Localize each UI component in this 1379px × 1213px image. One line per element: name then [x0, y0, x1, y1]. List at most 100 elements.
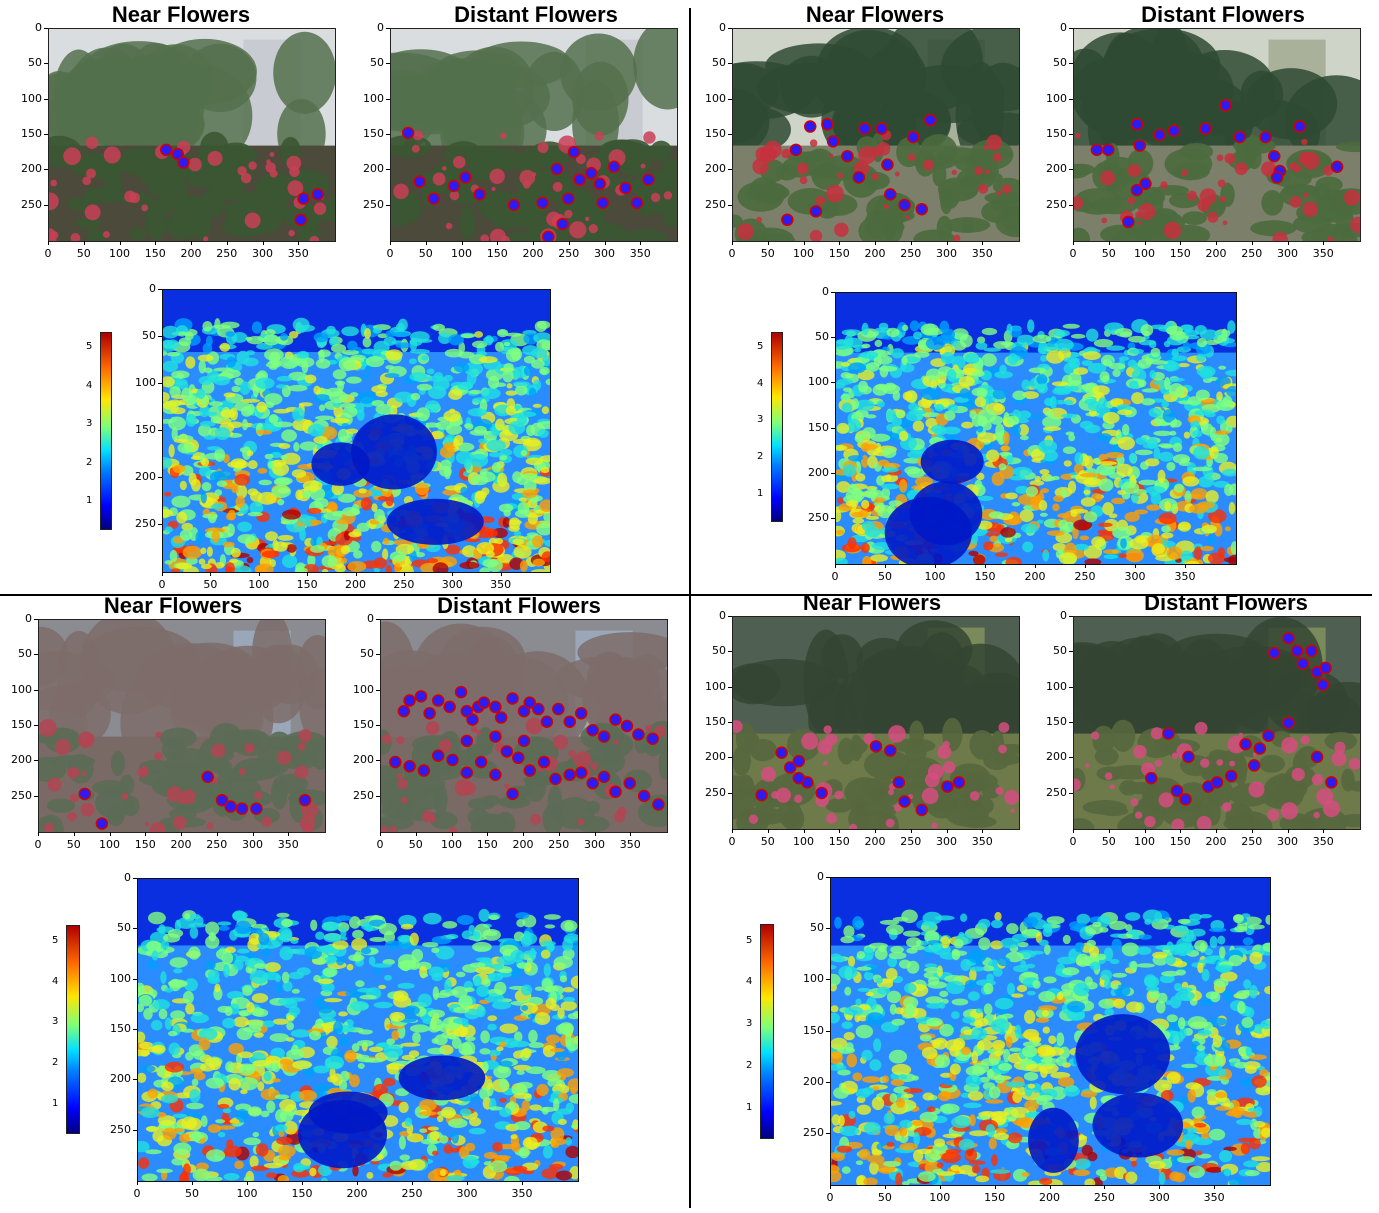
- flower-detection-marker: [1267, 149, 1281, 163]
- photo-y-tick-label: 100: [363, 91, 384, 105]
- photo-x-tick-mark: [1216, 241, 1217, 245]
- density-heatmap: [137, 878, 579, 1182]
- flower-detection-marker: [597, 770, 611, 784]
- flower-detection-marker: [630, 196, 644, 210]
- heat-x-tick-mark: [1035, 564, 1036, 568]
- heat-y-tick-label: 200: [808, 465, 829, 479]
- flower-detection-marker: [215, 793, 229, 807]
- heat-y-tick-label: 0: [149, 282, 156, 295]
- photo-x-tick-mark: [1287, 241, 1289, 245]
- distant-flowers-image: [390, 28, 678, 242]
- colorbar-tick-label: 2: [746, 1060, 753, 1071]
- heat-x-tick-mark: [830, 1185, 831, 1189]
- flower-detection-marker: [1262, 729, 1275, 742]
- colorbar-tick-label: 5: [757, 340, 764, 352]
- flower-detection-marker: [477, 696, 491, 709]
- photo-x-tick-mark: [109, 832, 111, 836]
- colorbar-tick-label: 1: [746, 1101, 753, 1113]
- photo-x-tick-label: 300: [1277, 247, 1298, 260]
- flower-detection-marker: [884, 188, 897, 201]
- flower-detection-marker: [177, 156, 190, 169]
- photo-x-tick-label: 200: [180, 247, 202, 260]
- flower-detection-marker: [869, 740, 883, 753]
- heat-x-tick-mark: [522, 1181, 523, 1185]
- flower-detection-marker: [1162, 727, 1175, 740]
- heat-x-tick-label: 50: [203, 578, 218, 591]
- photo-y-tick-label: 150: [1046, 715, 1067, 728]
- photo-y-tick-label: 50: [712, 644, 726, 658]
- photo-y-tick-label: 200: [705, 750, 726, 764]
- flower-detection-marker: [1210, 776, 1224, 789]
- photo-x-tick-label: 300: [1277, 835, 1298, 848]
- flower-detection-marker: [609, 785, 622, 798]
- flower-detection-marker: [1167, 124, 1181, 138]
- heat-x-tick-mark: [1085, 564, 1086, 568]
- flower-detection-marker: [1316, 678, 1330, 692]
- heat-y-tick-mark: [826, 1132, 830, 1134]
- photo-x-tick-mark: [732, 241, 733, 245]
- photo-x-tick-label: 250: [558, 247, 580, 260]
- photo-y-tick-mark: [728, 722, 732, 723]
- photo-x-tick-mark: [1108, 241, 1110, 245]
- photo-x-tick-mark: [875, 241, 876, 245]
- heat-y-tick-label: 0: [124, 871, 131, 884]
- flower-detection-marker: [941, 780, 954, 793]
- heat-x-tick-label: 100: [929, 1191, 951, 1204]
- colorbar-tick-label: 3: [757, 414, 764, 426]
- photo-y-tick-label: 50: [1053, 56, 1067, 70]
- flower-detection-marker: [460, 734, 474, 748]
- photo-x-tick-label: 100: [109, 247, 130, 260]
- heat-x-tick-label: 200: [1039, 1191, 1060, 1204]
- heat-x-tick-label: 0: [831, 570, 839, 583]
- heat-y-tick-mark: [158, 289, 162, 290]
- photo-y-tick-mark: [728, 792, 732, 794]
- photo-x-tick-mark: [288, 832, 290, 836]
- photo-x-tick-mark: [523, 832, 524, 836]
- photo-y-tick-mark: [386, 63, 390, 65]
- flower-detection-marker: [1225, 769, 1238, 783]
- flower-detection-marker: [1293, 120, 1307, 133]
- flower-detection-marker: [906, 130, 920, 144]
- colorbar-tick-label: 5: [52, 935, 59, 947]
- distant-flowers-title: Distant Flowers: [454, 2, 618, 27]
- photo-x-tick-mark: [119, 241, 121, 245]
- photo-y-tick-label: 200: [363, 162, 384, 176]
- photo-x-tick-mark: [1251, 829, 1253, 833]
- flower-detection-marker: [549, 772, 562, 786]
- distant-flowers-image: [1073, 28, 1361, 242]
- photo-y-tick-label: 200: [1046, 162, 1067, 176]
- flower-detection-marker: [593, 177, 607, 191]
- flower-detection-marker: [596, 196, 609, 210]
- photo-x-tick-label: 50: [66, 838, 81, 851]
- photo-y-tick-label: 150: [705, 715, 726, 728]
- heat-y-tick-mark: [826, 979, 830, 981]
- photo-y-tick-mark: [376, 725, 380, 726]
- colorbar-tick-label: 1: [52, 1097, 59, 1109]
- heat-x-tick-label: 50: [185, 1187, 199, 1200]
- heat-y-tick-label: 150: [803, 1023, 824, 1037]
- photo-y-tick-mark: [1069, 28, 1073, 29]
- flower-detection-marker: [1325, 776, 1338, 789]
- flower-detection-marker: [443, 700, 456, 714]
- heat-y-tick-mark: [158, 524, 162, 525]
- photo-x-tick-mark: [910, 829, 912, 833]
- photo-x-tick-mark: [73, 832, 75, 836]
- photo-y-tick-label: 50: [1053, 644, 1067, 658]
- colorbar-tick-label: 4: [52, 975, 59, 987]
- photo-x-tick-label: 250: [1241, 247, 1263, 260]
- photo-y-tick-mark: [376, 654, 380, 656]
- photo-x-tick-mark: [1216, 829, 1217, 833]
- photo-y-tick-mark: [1069, 169, 1073, 171]
- flower-detection-marker: [427, 192, 441, 205]
- distant-flowers-title: Distant Flowers: [1141, 2, 1305, 27]
- flower-detection-marker: [466, 713, 479, 726]
- photo-y-tick-mark: [376, 760, 380, 762]
- heat-x-tick-mark: [355, 572, 357, 576]
- photo-y-tick-label: 100: [353, 682, 374, 696]
- photo-y-tick-label: 200: [1046, 750, 1067, 764]
- photo-x-tick-mark: [568, 241, 570, 245]
- colorbar-tick-label: 2: [757, 451, 764, 463]
- heat-x-tick-mark: [452, 572, 454, 576]
- heat-x-tick-label: 100: [248, 578, 270, 591]
- heat-x-tick-label: 50: [877, 1191, 892, 1204]
